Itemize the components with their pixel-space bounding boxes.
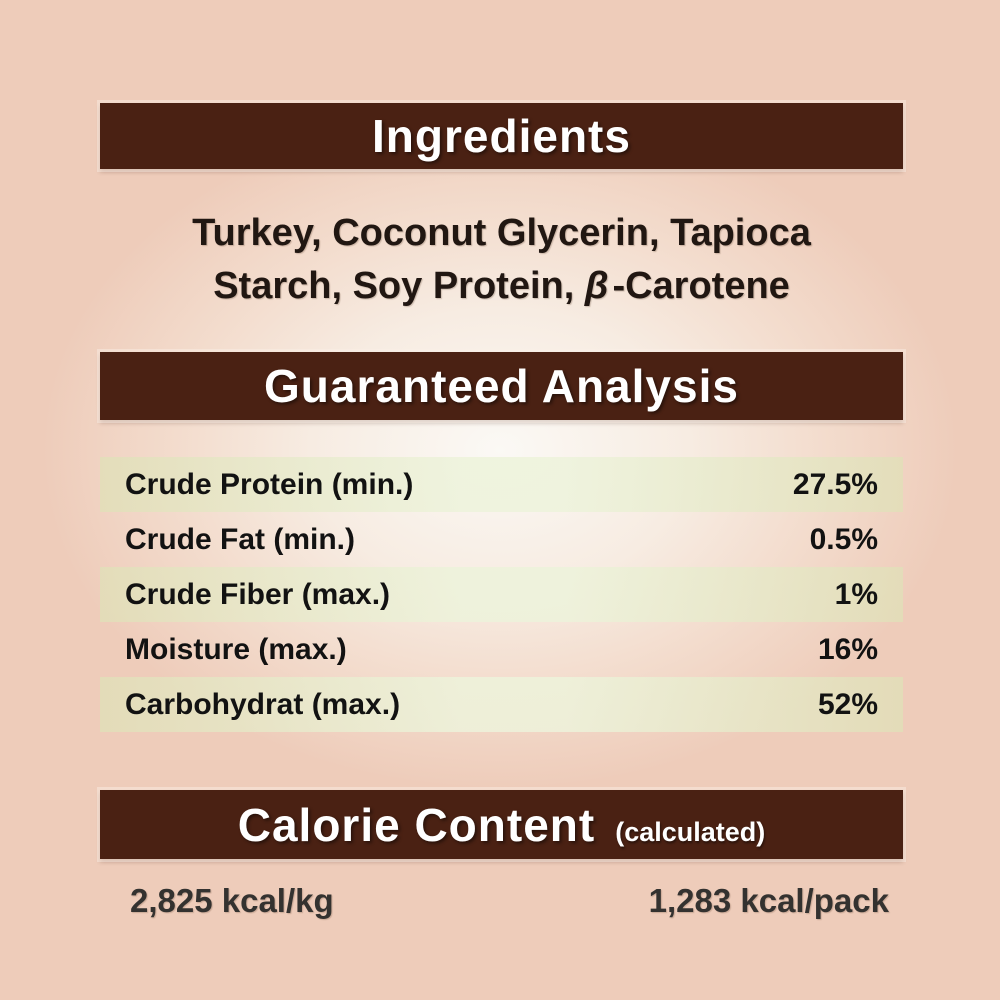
guaranteed-analysis-header-bar: Guaranteed Analysis bbox=[100, 352, 903, 420]
row-label: Crude Fat (min.) bbox=[125, 522, 355, 556]
table-row-moisture: Moisture (max.) 16% bbox=[100, 622, 903, 677]
row-value: 27.5% bbox=[792, 467, 878, 501]
table-row-crude-fiber: Crude Fiber (max.) 1% bbox=[100, 567, 903, 622]
table-row-crude-fat: Crude Fat (min.) 0.5% bbox=[100, 512, 903, 567]
pet-food-label: Ingredients Turkey, Coconut Glycerin, Ta… bbox=[100, 0, 903, 1000]
ingredients-line1: Turkey, Coconut Glycerin, Tapioca bbox=[192, 212, 811, 254]
row-label: Moisture (max.) bbox=[125, 632, 347, 666]
row-value: 1% bbox=[834, 577, 878, 611]
row-label: Carbohydrat (max.) bbox=[125, 687, 401, 721]
guaranteed-analysis-title: Guaranteed Analysis bbox=[264, 360, 739, 412]
ingredients-line2-suffix: -Carotene bbox=[612, 265, 790, 307]
ingredients-line2-prefix: Starch, Soy Protein, bbox=[213, 265, 585, 307]
beta-symbol: β bbox=[584, 265, 609, 307]
table-row-crude-protein: Crude Protein (min.) 27.5% bbox=[100, 457, 903, 512]
row-label: Crude Fiber (max.) bbox=[125, 577, 391, 611]
guaranteed-analysis-table: Crude Protein (min.) 27.5% Crude Fat (mi… bbox=[100, 457, 903, 732]
calorie-content-header-bar: Calorie Content (calculated) bbox=[100, 790, 903, 859]
table-row-carbohydrate: Carbohydrat (max.) 52% bbox=[100, 677, 903, 732]
row-value: 52% bbox=[817, 687, 878, 721]
row-value: 16% bbox=[817, 632, 878, 666]
row-value: 0.5% bbox=[809, 522, 878, 556]
calories-per-pack: 1,283 kcal/pack bbox=[648, 882, 889, 919]
ingredients-list: Turkey, Coconut Glycerin, Tapioca Starch… bbox=[100, 207, 903, 313]
ingredients-title: Ingredients bbox=[372, 110, 631, 162]
calorie-values-row: 2,825 kcal/kg 1,283 kcal/pack bbox=[100, 882, 903, 920]
calorie-content-subtitle: (calculated) bbox=[615, 816, 766, 847]
calorie-content-title: Calorie Content bbox=[237, 798, 596, 851]
calories-per-kg: 2,825 kcal/kg bbox=[130, 882, 334, 919]
ingredients-header-bar: Ingredients bbox=[100, 103, 903, 169]
calorie-content-header-group: Calorie Content (calculated) bbox=[238, 798, 766, 852]
row-label: Crude Protein (min.) bbox=[125, 467, 414, 501]
